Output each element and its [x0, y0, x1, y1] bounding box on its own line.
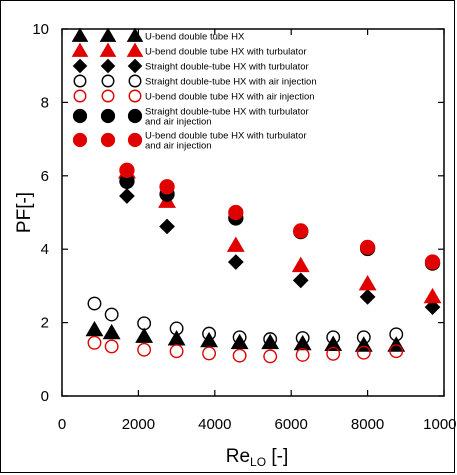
data-point-diamond-filled-black: [292, 272, 309, 289]
axes: [61, 28, 445, 397]
legend-label: Straight double-tube HX with air injecti…: [145, 77, 317, 88]
data-point-circle-open-black: [263, 332, 278, 347]
legend-marker: [100, 58, 116, 74]
legend-marker: [101, 89, 115, 103]
legend-marker: [126, 42, 144, 57]
legend-marker: [71, 27, 89, 42]
legend-marker: [101, 74, 115, 88]
data-point-circle-filled-red: [119, 162, 135, 178]
data-point-circle-open-black: [326, 330, 341, 345]
x-axis-title: ReLO [-]: [226, 446, 288, 469]
data-point-circle-filled-red: [293, 223, 309, 239]
x-tick-label: 0: [58, 416, 66, 433]
y-tick-label: 0: [41, 388, 49, 405]
data-point-triangle-filled-red: [423, 287, 442, 304]
data-point-circle-open-black: [202, 326, 217, 341]
data-point-circle-open-red: [356, 345, 371, 360]
data-point-triangle-filled-black: [135, 327, 154, 343]
data-point-circle-open-black: [232, 330, 247, 345]
data-point-triangle-filled-black: [261, 333, 280, 350]
data-point-circle-filled-red: [424, 254, 441, 270]
data-point-circle-open-red: [295, 347, 310, 362]
legend-marker: [71, 42, 89, 57]
data-point-diamond-filled-black: [159, 218, 175, 235]
x-tick-label: 6000: [275, 416, 308, 433]
x-tick-label: 8000: [351, 416, 384, 433]
legend-marker: [127, 108, 143, 124]
legend-marker: [100, 108, 116, 124]
plot-area-border: [61, 28, 445, 397]
data-point-circle-open-black: [87, 296, 102, 311]
data-point-triangle-filled-black: [387, 336, 406, 352]
legend-label: Straight double-tube HX with turbulator: [145, 107, 309, 118]
legend-marker: [127, 58, 143, 74]
data-point-circle-open-black: [169, 321, 184, 336]
y-axis-title: PF[-]: [14, 192, 35, 233]
data-point-diamond-filled-black: [359, 289, 376, 305]
legend-marker: [73, 89, 87, 103]
data-point-circle-open-red: [232, 348, 247, 363]
legend-marker: [127, 132, 143, 148]
legend-marker: [100, 132, 116, 148]
data-point-circle-open-red: [137, 342, 152, 357]
legend-label: and air injection: [145, 117, 212, 128]
data-point-circle-open-red: [326, 346, 341, 361]
legend-marker: [126, 27, 144, 42]
data-point-circle-open-red: [87, 335, 102, 350]
data-point-circle-open-black: [137, 316, 152, 331]
data-point-circle-filled-red: [359, 239, 376, 256]
data-points: [85, 162, 442, 364]
legend-marker: [128, 74, 142, 88]
legend-label: U-bend double tube HX with air injection: [145, 92, 315, 103]
data-point-circle-filled-red: [228, 204, 244, 221]
data-point-diamond-filled-black: [424, 299, 441, 316]
data-point-triangle-filled-black: [167, 330, 186, 346]
legend-label: U-bend double tube HX with turbulator: [145, 131, 307, 142]
x-tick-label: 2000: [122, 416, 155, 433]
legend-marker: [72, 132, 88, 148]
data-point-triangle-filled-red: [358, 275, 377, 291]
data-point-diamond-filled-black: [227, 254, 244, 270]
data-point-triangle-filled-black: [102, 323, 121, 340]
data-point-circle-open-black: [295, 331, 310, 345]
x-tick-label: 4000: [198, 416, 231, 433]
legend-marker: [72, 58, 88, 74]
y-tick-label: 2: [41, 315, 49, 332]
legend-marker: [128, 89, 142, 103]
legend-marker: [99, 27, 117, 42]
data-point-circle-open-red: [169, 344, 184, 359]
data-point-circle-open-black: [356, 330, 371, 345]
legend-label: U-bend double tube HX: [145, 32, 245, 43]
data-point-circle-open-black: [389, 327, 404, 342]
data-point-circle-open-red: [389, 344, 404, 359]
y-tick-label: 8: [41, 94, 49, 111]
data-point-circle-open-red: [104, 339, 119, 354]
legend-label: and air injection: [145, 141, 212, 152]
data-point-circle-open-red: [202, 346, 217, 361]
legend: U-bend double tube HX U-bend double tube …: [71, 27, 317, 152]
legend-marker: [99, 42, 117, 57]
y-tick-label: 10: [32, 21, 49, 38]
data-point-circle-open-black: [104, 307, 119, 322]
legend-label: Straight double-tube HX with turbulator: [145, 62, 309, 73]
data-point-triangle-filled-red: [291, 256, 310, 273]
legend-label: U-bend double tube HX with turbulator: [145, 47, 307, 58]
legend-marker: [73, 74, 87, 88]
y-tick-label: 6: [41, 168, 49, 185]
data-point-diamond-filled-black: [119, 188, 135, 204]
data-point-triangle-filled-red: [226, 236, 245, 252]
y-tick-label: 4: [41, 241, 49, 258]
data-point-circle-filled-red: [159, 179, 175, 195]
data-point-circle-open-red: [263, 349, 278, 364]
legend-marker: [72, 108, 88, 124]
data-point-triangle-filled-black: [85, 320, 104, 337]
